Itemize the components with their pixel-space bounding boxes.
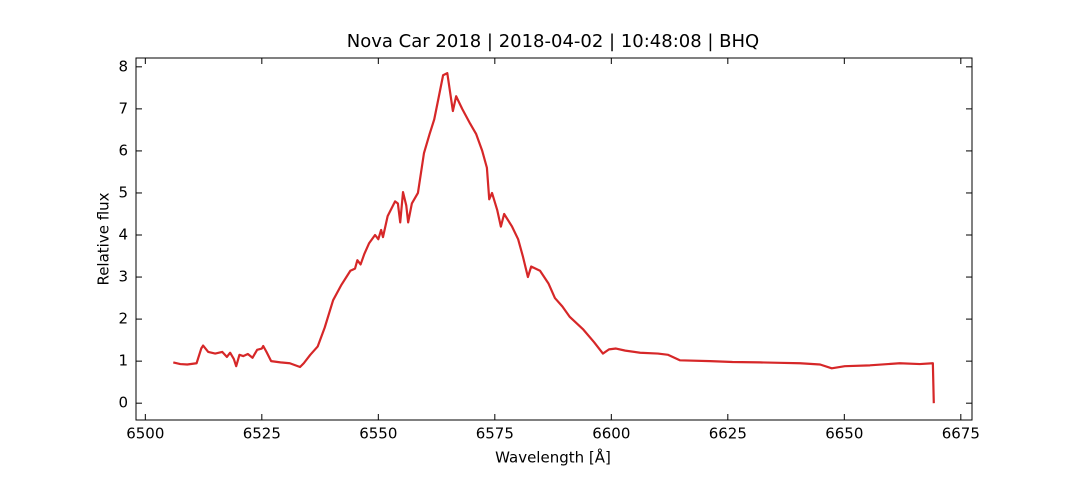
y-tick-label: 6 (118, 141, 128, 159)
x-tick-label: 6675 (942, 425, 980, 443)
chart-title: Nova Car 2018 | 2018-04-02 | 10:48:08 | … (347, 31, 759, 52)
x-tick-label: 6500 (126, 425, 164, 443)
y-tick-label: 4 (118, 226, 128, 244)
y-tick-label: 5 (118, 183, 128, 201)
y-tick-label: 7 (118, 99, 128, 117)
y-tick-label: 2 (118, 310, 128, 328)
x-tick-label: 6550 (359, 425, 397, 443)
x-tick-label: 6650 (825, 425, 863, 443)
x-tick-label: 6575 (476, 425, 514, 443)
y-tick-label: 3 (118, 268, 128, 286)
y-tick-label: 8 (118, 57, 128, 75)
spectrum-line (173, 72, 935, 404)
x-tick-label: 6600 (592, 425, 630, 443)
x-tick-label: 6525 (243, 425, 281, 443)
y-tick-label: 1 (118, 352, 128, 370)
x-tick-label: 6625 (709, 425, 747, 443)
y-axis-label: Relative flux (95, 192, 113, 285)
x-axis-label: Wavelength [Å] (495, 448, 611, 467)
y-tick-label: 0 (118, 394, 128, 412)
plot-frame (135, 57, 973, 421)
